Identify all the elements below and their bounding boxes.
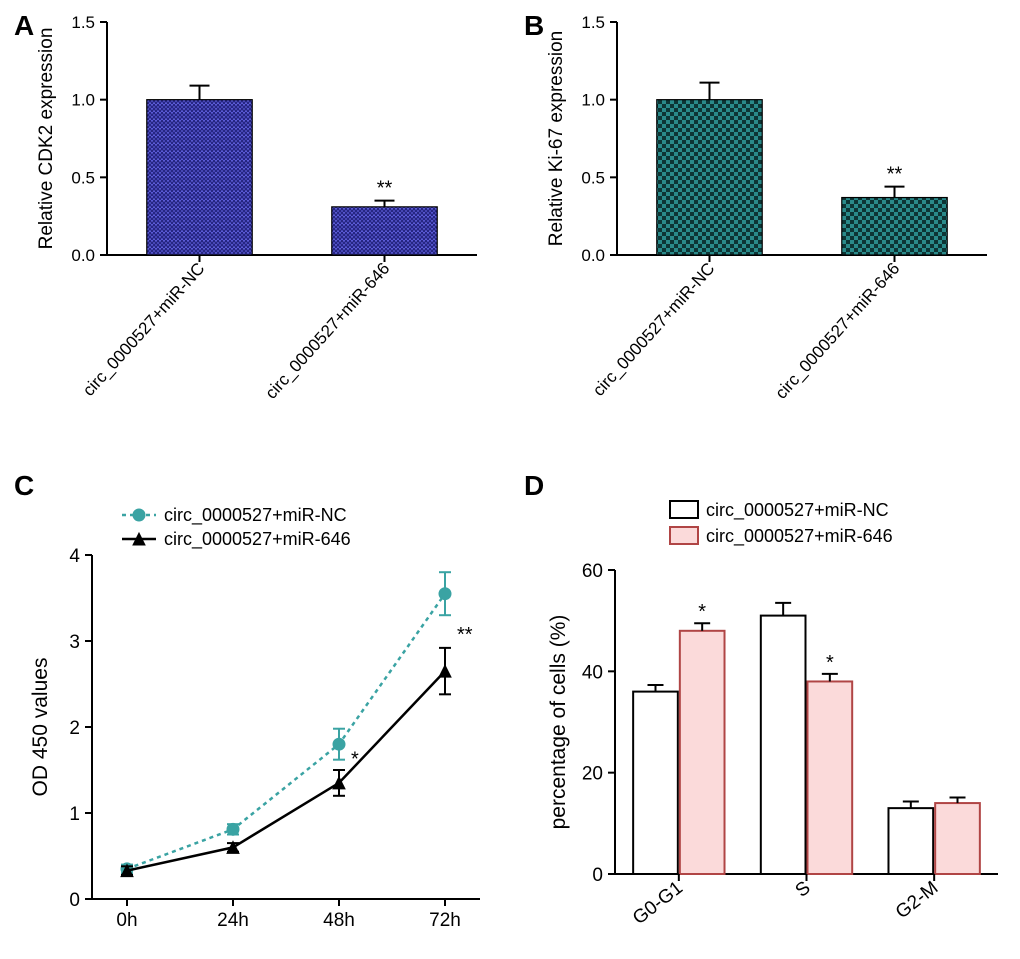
- chart-a: 0.0 0.5 1.0 1.5 Relative CDK2 expression circ…: [0, 0, 510, 460]
- panel-label-c: C: [14, 470, 34, 502]
- svg-text:**: **: [887, 164, 903, 186]
- chart-b: 0.0 0.5 1.0 1.5 Relative Ki-67 expression cir…: [510, 0, 1020, 460]
- svg-text:circ_0000527+miR-646: circ_0000527+miR-646: [771, 259, 903, 403]
- svg-text:0.0: 0.0: [71, 246, 95, 265]
- panel-d: D 0 20 40 60 percentage of cells (%) circ_000…: [510, 460, 1020, 959]
- svg-text:percentage of cells (%): percentage of cells (%): [547, 615, 570, 830]
- chart-c: 0 1 2 3 4 OD 450 values 0h 24h 48h 72h circ_000052…: [0, 460, 510, 959]
- svg-text:circ_0000527+miR-646: circ_0000527+miR-646: [706, 526, 893, 547]
- svg-text:S: S: [792, 877, 815, 901]
- svg-text:circ_0000527+miR-NC: circ_0000527+miR-NC: [706, 500, 889, 521]
- svg-text:1.0: 1.0: [581, 91, 605, 110]
- svg-text:1.5: 1.5: [581, 13, 605, 32]
- svg-text:1.0: 1.0: [71, 91, 95, 110]
- svg-text:24h: 24h: [217, 910, 249, 931]
- svg-text:circ_0000527+miR-646: circ_0000527+miR-646: [164, 529, 351, 550]
- svg-text:0.0: 0.0: [581, 246, 605, 265]
- panel-a: A 0.0 0.5 1.0 1.5 Relative CDK2 expression ci…: [0, 0, 510, 460]
- svg-text:*: *: [698, 601, 706, 623]
- svg-text:*: *: [826, 652, 834, 674]
- svg-text:**: **: [377, 178, 393, 200]
- svg-text:40: 40: [582, 662, 603, 683]
- svg-text:4: 4: [69, 546, 80, 567]
- svg-text:1: 1: [69, 804, 80, 825]
- svg-text:3: 3: [69, 632, 80, 653]
- svg-text:0h: 0h: [116, 910, 137, 931]
- svg-text:0: 0: [592, 865, 603, 886]
- svg-text:20: 20: [582, 764, 603, 785]
- svg-text:0.5: 0.5: [581, 168, 605, 187]
- svg-text:circ_0000527+miR-NC: circ_0000527+miR-NC: [79, 259, 209, 400]
- svg-text:1.5: 1.5: [71, 13, 95, 32]
- svg-text:circ_0000527+miR-NC: circ_0000527+miR-NC: [589, 259, 719, 400]
- svg-text:60: 60: [582, 561, 603, 582]
- svg-text:**: **: [457, 624, 473, 646]
- svg-text:0.5: 0.5: [71, 168, 95, 187]
- panel-label-b: B: [524, 10, 544, 42]
- svg-text:OD 450 values: OD 450 values: [29, 658, 52, 797]
- figure-grid: A 0.0 0.5 1.0 1.5 Relative CDK2 expression ci…: [0, 0, 1020, 959]
- svg-text:G2-M: G2-M: [892, 877, 942, 923]
- chart-d: 0 20 40 60 percentage of cells (%) circ_00005…: [510, 460, 1020, 959]
- svg-text:circ_0000527+miR-NC: circ_0000527+miR-NC: [164, 505, 347, 526]
- svg-text:Relative Ki-67 expression: Relative Ki-67 expression: [546, 31, 567, 246]
- svg-text:2: 2: [69, 718, 80, 739]
- panel-b: B 0.0 0.5 1.0 1.5 Relative Ki-67 expression c…: [510, 0, 1020, 460]
- svg-text:G0-G1: G0-G1: [629, 877, 687, 929]
- panel-label-d: D: [524, 470, 544, 502]
- svg-text:Relative CDK2 expression: Relative CDK2 expression: [36, 28, 57, 250]
- panel-label-a: A: [14, 10, 34, 42]
- svg-text:72h: 72h: [429, 910, 461, 931]
- svg-text:*: *: [351, 749, 359, 771]
- panel-c: C 0 1 2 3 4 OD 450 values 0h 24h 48h 72h circ_0000…: [0, 460, 510, 959]
- svg-text:48h: 48h: [323, 910, 355, 931]
- svg-text:circ_0000527+miR-646: circ_0000527+miR-646: [261, 259, 393, 403]
- svg-text:0: 0: [69, 890, 80, 911]
